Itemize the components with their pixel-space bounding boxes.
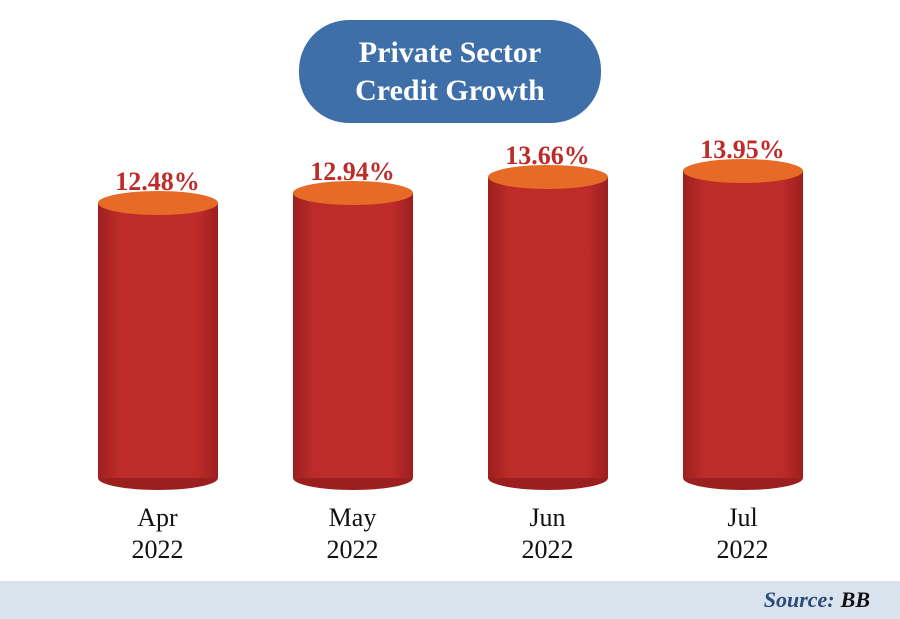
cylinder-body [293,193,413,478]
bar-group: 12.94% [255,157,450,478]
x-label-year: 2022 [255,534,450,567]
cylinder-top-ellipse [293,181,413,205]
chart-title-line1: Private Sector [355,34,545,72]
plot-area: 12.48% 12.94% 13.66% 13.95 [40,135,860,478]
bar-cylinder [98,203,218,478]
x-label-month: Apr [60,502,255,535]
cylinder-top-ellipse [683,159,803,183]
x-label-month: Jul [645,502,840,535]
chart-title: Private Sector Credit Growth [299,20,601,123]
bar-cylinder [488,177,608,478]
x-label-year: 2022 [60,534,255,567]
cylinder-body [488,177,608,478]
x-axis-label: Jul 2022 [645,502,840,567]
x-label-year: 2022 [450,534,645,567]
x-axis-label: Jun 2022 [450,502,645,567]
x-axis-label: May 2022 [255,502,450,567]
bar-cylinder [683,171,803,478]
x-label-month: Jun [450,502,645,535]
bar-group: 13.95% [645,135,840,478]
bar-group: 12.48% [60,167,255,478]
x-label-year: 2022 [645,534,840,567]
cylinder-body [98,203,218,478]
x-label-month: May [255,502,450,535]
bar-group: 13.66% [450,141,645,478]
cylinder-body [683,171,803,478]
bar-cylinder [293,193,413,478]
chart-container: Private Sector Credit Growth 12.48% 12.9… [0,0,900,478]
x-axis-label: Apr 2022 [60,502,255,567]
x-axis-labels: Apr 2022 May 2022 Jun 2022 Jul 2022 [0,492,900,567]
chart-title-line2: Credit Growth [355,72,545,110]
